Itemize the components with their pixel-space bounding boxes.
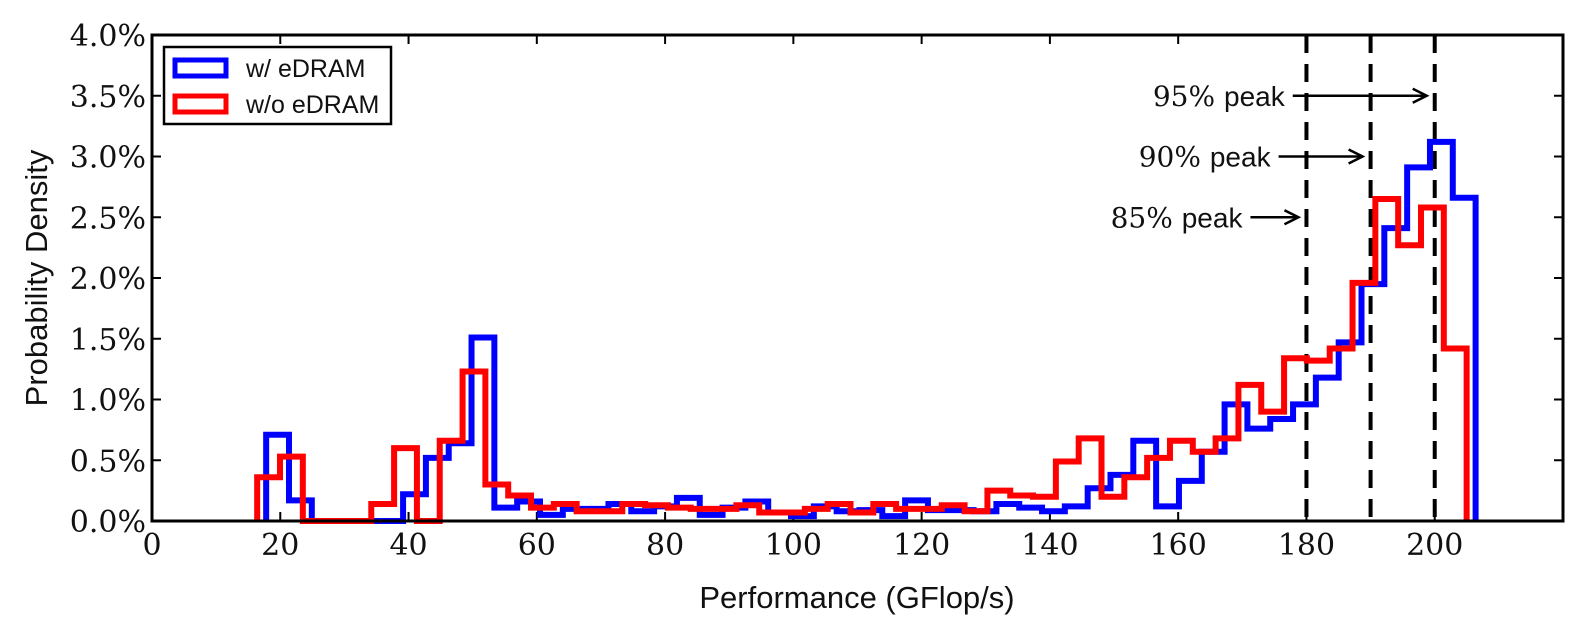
series-w-o-edram — [254, 196, 1470, 524]
annotation-label: 85% peak — [1111, 201, 1244, 234]
y-tick-label: 0.5% — [70, 444, 146, 479]
annotation-95-peak: 95% peak — [1153, 80, 1430, 113]
y-axis-label: Probability Density — [19, 149, 54, 406]
peak-annotations: 95% peak 90% peak 85% peak — [1111, 80, 1430, 234]
x-tick-label: 160 — [1150, 528, 1207, 563]
histogram-series — [254, 138, 1479, 524]
y-tick-label: 3.0% — [70, 141, 146, 176]
legend-swatch-w-edram — [172, 57, 229, 79]
x-tick-label: 100 — [765, 528, 822, 563]
arrowhead-icon — [1283, 209, 1302, 226]
legend-label-w-edram: w/ eDRAM — [245, 55, 365, 83]
peak-reference-lines — [1304, 35, 1437, 521]
y-tick-label: 2.5% — [70, 201, 146, 236]
arrowhead-icon — [1412, 87, 1430, 104]
series-w--edram — [263, 138, 1479, 524]
legend: w/ eDRAM w/o eDRAM — [162, 45, 393, 126]
y-axis-ticks: 0.0% 0.5% 1.0% 1.5% 2.0% 2.5% 3.0% 3.5% 4.0% — [70, 19, 1563, 540]
x-tick-label: 40 — [389, 528, 427, 563]
x-tick-label: 20 — [261, 528, 299, 563]
x-tick-label: 80 — [646, 528, 684, 563]
arrowhead-icon — [1348, 148, 1366, 165]
annotation-label: 90% peak — [1139, 141, 1272, 174]
x-tick-label: 0 — [142, 528, 161, 563]
legend-swatch-wo-edram — [172, 93, 229, 115]
y-tick-label: 0.0% — [70, 505, 146, 540]
annotation-90-peak: 90% peak — [1139, 141, 1366, 174]
plot-frame — [150, 33, 1565, 523]
y-tick-label: 2.0% — [70, 262, 146, 297]
x-tick-label: 120 — [893, 528, 950, 563]
annotation-85-peak: 85% peak — [1111, 201, 1302, 234]
annotation-label: 95% peak — [1153, 80, 1286, 113]
y-tick-label: 3.5% — [70, 80, 146, 115]
legend-label-wo-edram: w/o eDRAM — [245, 91, 379, 119]
x-axis-ticks: 0 20 40 60 80 100 120 140 160 180 200 — [142, 35, 1463, 563]
y-tick-label: 1.5% — [70, 323, 146, 358]
x-tick-label: 180 — [1278, 528, 1335, 563]
x-axis-label: Performance (GFlop/s) — [699, 580, 1014, 615]
x-tick-label: 60 — [518, 528, 556, 563]
x-tick-label: 140 — [1021, 528, 1078, 563]
y-tick-label: 1.0% — [70, 384, 146, 419]
y-tick-label: 4.0% — [70, 19, 146, 54]
x-tick-label: 200 — [1406, 528, 1463, 563]
